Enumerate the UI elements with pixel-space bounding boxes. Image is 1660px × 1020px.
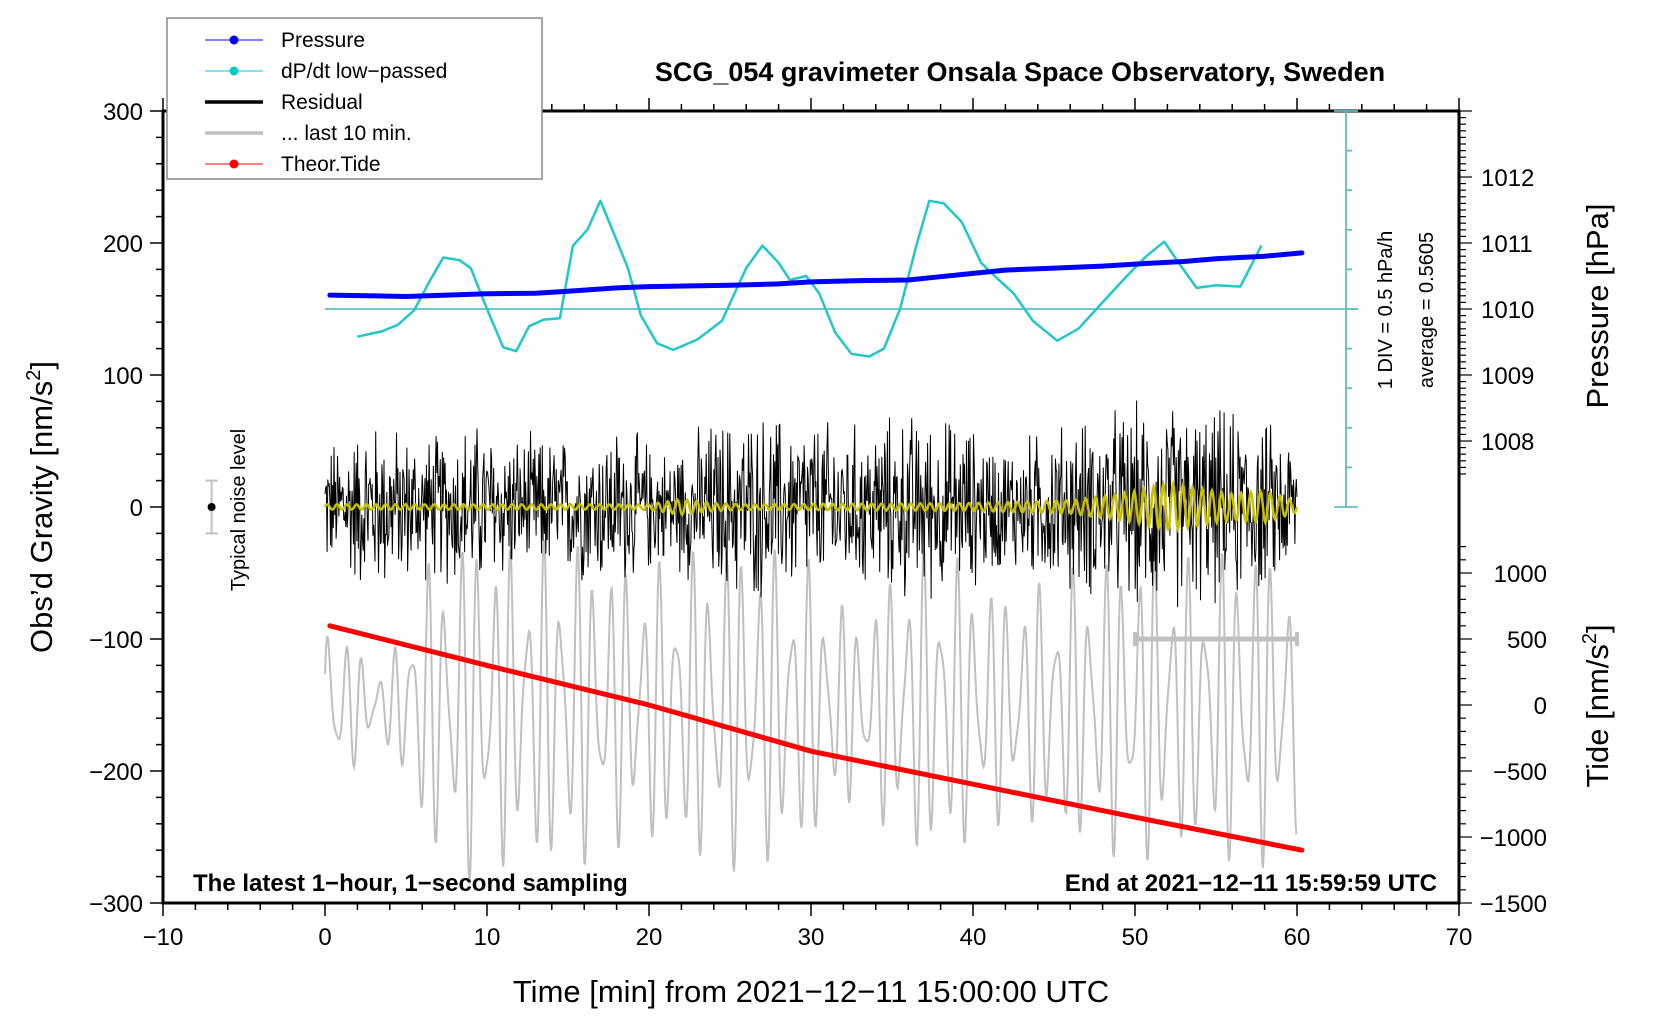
pressure-tick-label: 1010: [1481, 297, 1534, 324]
y-tick-label: −300: [89, 891, 143, 918]
y-tick-label: 300: [103, 99, 143, 126]
legend-label: dP/dt low−passed: [281, 60, 447, 83]
tide-tick-label: 0: [1534, 693, 1547, 720]
noise-level-label: Typical noise level: [228, 429, 250, 591]
x-tick-label: 10: [474, 924, 501, 951]
y-tick-label: 0: [130, 495, 143, 522]
residual-line: [324, 400, 1298, 608]
tide-axis-label-main: Tide [nm/s: [1580, 644, 1615, 788]
legend-label: Theor.Tide: [281, 153, 381, 176]
x-tick-label: 0: [318, 924, 331, 951]
x-tick-label: 40: [960, 924, 987, 951]
pressure-axis-label: Pressure [hPa]: [1580, 203, 1615, 408]
x-tick-label: 70: [1446, 924, 1473, 951]
y-tick-label: −100: [89, 627, 143, 654]
pressure-line: [327, 250, 1305, 300]
pressure-tick-label: 1009: [1481, 363, 1534, 390]
legend-box: [166, 17, 543, 180]
legend-label: Pressure: [281, 29, 365, 52]
legend-swatch-dot: [229, 66, 239, 76]
series-layer: [205, 110, 1358, 884]
x-tick-label: 30: [798, 924, 825, 951]
tide-tick-label: −500: [1493, 759, 1547, 786]
last-10-min-line: [324, 539, 1298, 884]
legend-entry: Residual: [205, 91, 363, 114]
pressure-tick-label: 1008: [1481, 429, 1534, 456]
x-axis-label: Time [min] from 2021−12−11 15:00:00 UTC: [513, 974, 1109, 1009]
end-time-annotation: End at 2021−12−11 15:59:59 UTC: [1065, 870, 1437, 897]
legend-entry: dP/dt low−passed: [205, 60, 447, 83]
legend-entry: ... last 10 min.: [205, 122, 412, 145]
y-tick-label: −200: [89, 759, 143, 786]
legend-label: Residual: [281, 91, 363, 114]
tide-axis-label-end: ]: [1580, 624, 1615, 633]
legend-entries: Pressure dP/dt low−passed Residual ... last…: [205, 29, 447, 176]
y-axis-label-sup: 2: [23, 370, 45, 381]
tide-tick-label: 1000: [1494, 561, 1547, 588]
legend-entry: Pressure: [205, 29, 365, 52]
y-axis-label: Obs’d Gravity [nm/s2]: [23, 361, 59, 653]
pressure-tick-label: 1011: [1481, 231, 1533, 258]
y-tick-label: 200: [103, 231, 143, 258]
tide-tick-label: 500: [1507, 627, 1547, 654]
x-tick-label: 20: [636, 924, 663, 951]
residual-lowpassed-line: [323, 479, 1299, 534]
tide-axis-label-sup: 2: [1579, 633, 1601, 644]
scale-bar-div-label: 1 DIV = 0.5 hPa/h: [1375, 231, 1397, 389]
noise-level-dot: [207, 503, 216, 511]
legend-swatch-dot: [229, 35, 239, 45]
tide-tick-label: −1000: [1480, 825, 1547, 852]
y-axis-label-end: ]: [24, 361, 59, 370]
pressure-tick-label: 1012: [1481, 165, 1534, 192]
chart-title: SCG_054 gravimeter Onsala Space Observat…: [655, 57, 1385, 87]
tide-tick-label: −1500: [1480, 891, 1547, 918]
x-tick-label: 50: [1122, 924, 1149, 951]
legend-swatch-dot: [229, 159, 239, 169]
x-tick-label: −10: [143, 924, 184, 951]
axis-layer: −10 0 10 20 30 40 50 60 70−300−200−1000100200300…: [89, 98, 1547, 951]
theor-tide-line: [327, 623, 1305, 853]
y-tick-label: 100: [103, 363, 143, 390]
scale-bar-average-label: average = 0.5605: [1416, 232, 1438, 388]
tide-axis-label: Tide [nm/s2]: [1579, 624, 1615, 787]
legend-entry: Theor.Tide: [205, 153, 381, 176]
legend-label: ... last 10 min.: [281, 122, 412, 145]
legend: Pressure dP/dt low−passed Residual ... last…: [166, 17, 543, 180]
sampling-annotation: The latest 1−hour, 1−second sampling: [193, 870, 628, 897]
dpdt-line: [357, 199, 1263, 358]
y-axis-label-main: Obs’d Gravity [nm/s: [24, 381, 59, 653]
x-tick-label: 60: [1284, 924, 1311, 951]
